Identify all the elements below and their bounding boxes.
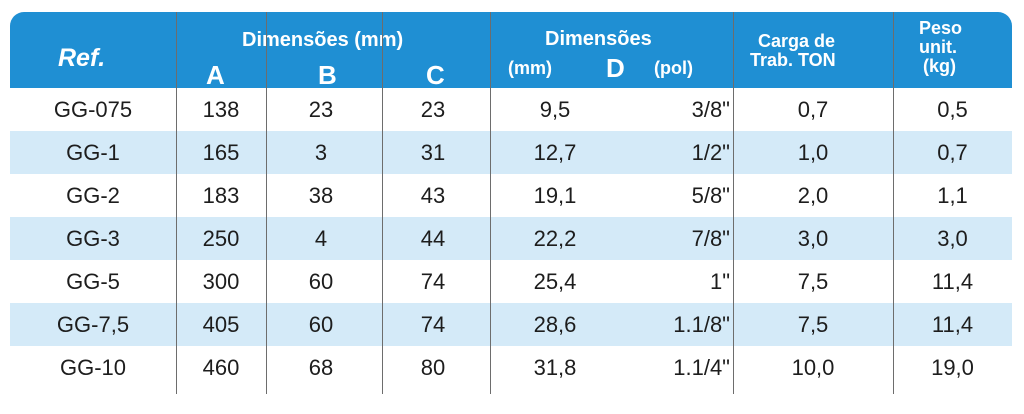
cell-d-pol: 5/8" [691,183,730,208]
cell-peso: 11,4 [931,269,974,294]
cell-ref: GG-3 [66,226,120,251]
cell-d-pol: 3/8" [691,97,730,122]
header-carga-line1: Carga de [758,31,836,51]
cell-carga: 2,0 [797,183,829,208]
header-peso-line3: (kg) [923,56,956,76]
cell-carga: 7,5 [797,312,829,337]
table-row: GG-5 300 60 74 25,4 1" 7,5 11,4 [10,260,1012,303]
cell-carga: 7,5 [797,269,829,294]
header-col-d: D [606,53,625,83]
cell-d-mm: 12,7 [533,140,577,165]
cell-c: 44 [420,226,446,251]
header-col-a: A [206,60,225,90]
cell-carga: 0,7 [797,97,829,122]
cell-carga: 1,0 [797,140,829,165]
header-d-pol: (pol) [654,58,693,78]
cell-a: 460 [202,355,240,380]
column-divider [490,12,491,394]
cell-c: 74 [420,312,446,337]
cell-b: 68 [308,355,334,380]
header-peso-line2: unit. [919,37,957,57]
cell-peso: 0,7 [937,140,968,165]
table-row: GG-2 183 38 43 19,1 5/8" 2,0 1,1 [10,174,1012,217]
cell-carga: 10,0 [791,355,835,380]
table-row: GG-7,5 405 60 74 28,6 1.1/8" 7,5 11,4 [10,303,1012,346]
header-dimensions-mm: Dimensões (mm) [242,29,404,51]
table-row: GG-3 250 4 44 22,2 7/8" 3,0 3,0 [10,217,1012,260]
cell-peso: 3,0 [937,226,968,251]
cell-b: 60 [308,269,334,294]
table-row: GG-10 460 68 80 31,8 1.1/4" 10,0 19,0 [10,346,1012,389]
header-carga-line2: Trab. TON [750,50,836,70]
table-row: GG-075 138 23 23 9,5 3/8" 0,7 0,5 [10,88,1012,131]
cell-b: 60 [308,312,334,337]
header-col-c: C [426,60,445,90]
cell-b: 23 [308,97,334,122]
cell-d-mm: 19,1 [533,183,577,208]
cell-peso: 11,4 [931,312,974,337]
column-divider [176,12,177,394]
cell-c: 80 [420,355,446,380]
cell-a: 165 [202,140,240,165]
cell-d-pol: 1.1/4" [673,355,730,380]
cell-c: 31 [420,140,446,165]
cell-d-mm: 31,8 [533,355,577,380]
column-divider [266,12,267,394]
cell-a: 300 [202,269,240,294]
cell-peso: 19,0 [931,355,974,380]
cell-peso: 0,5 [937,97,968,122]
header-dimensions-d: Dimensões [545,28,652,50]
header-peso-line1: Peso [919,18,963,38]
column-divider [733,12,734,394]
header-ref: Ref. [58,44,106,72]
cell-c: 74 [420,269,446,294]
cell-ref: GG-5 [66,269,120,294]
cell-ref: GG-10 [59,355,127,380]
cell-b: 4 [314,226,328,251]
cell-d-mm: 22,2 [533,226,577,251]
column-divider [382,12,383,394]
cell-d-mm: 28,6 [533,312,577,337]
cell-d-mm: 9,5 [539,97,571,122]
cell-peso: 1,1 [937,183,968,208]
cell-ref: GG-7,5 [56,312,130,337]
cell-a: 183 [202,183,240,208]
spec-table: Ref. Dimensões (mm) A B C Dimensões (mm)… [10,12,1012,394]
table-header: Ref. Dimensões (mm) A B C Dimensões (mm)… [10,12,1012,88]
column-divider [893,12,894,394]
cell-carga: 3,0 [797,226,829,251]
cell-ref: GG-1 [66,140,120,165]
header-d-mm: (mm) [508,58,552,78]
cell-d-pol: 1" [709,269,730,294]
cell-a: 405 [202,312,240,337]
cell-b: 3 [314,140,328,165]
cell-d-pol: 1/2" [691,140,730,165]
cell-ref: GG-2 [66,183,120,208]
cell-d-mm: 25,4 [533,269,577,294]
cell-c: 43 [420,183,446,208]
cell-d-pol: 7/8" [691,226,730,251]
cell-b: 38 [308,183,334,208]
table-row: GG-1 165 3 31 12,7 1/2" 1,0 0,7 [10,131,1012,174]
cell-d-pol: 1.1/8" [673,312,730,337]
header-col-b: B [318,60,337,90]
cell-a: 250 [202,226,240,251]
cell-c: 23 [420,97,446,122]
cell-a: 138 [202,97,240,122]
cell-ref: GG-075 [53,97,133,122]
